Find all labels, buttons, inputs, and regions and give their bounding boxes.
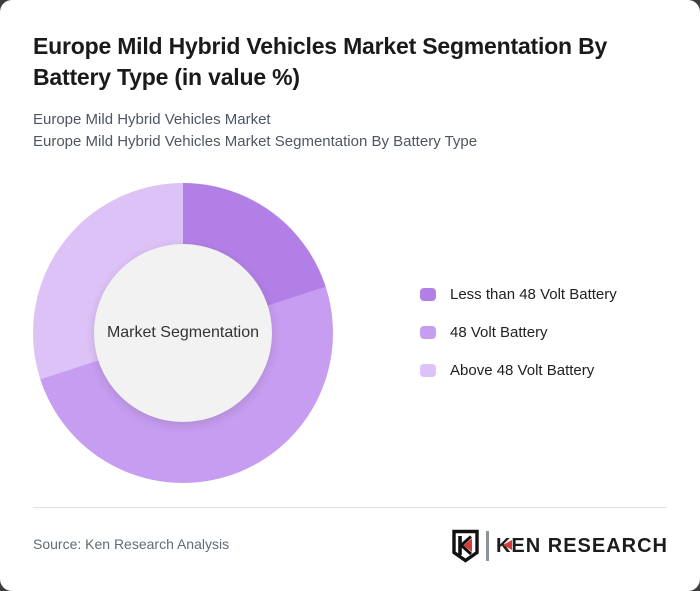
legend-swatch (420, 288, 436, 301)
logo-text: K EN RESEARCH (496, 535, 668, 558)
ken-research-shield-icon (452, 529, 479, 563)
page-title-line1: Europe Mild Hybrid Vehicles Market Segme… (33, 33, 608, 59)
legend-label: Less than 48 Volt Battery (450, 286, 617, 303)
legend-item[interactable]: Above 48 Volt Battery (420, 362, 617, 379)
page-title-line2: Battery Type (in value %) (33, 64, 300, 90)
legend-swatch (420, 326, 436, 339)
donut-center-label: Market Segmentation (106, 324, 260, 341)
logo-red-wedge-icon (502, 539, 512, 550)
donut-chart: Market Segmentation (33, 183, 333, 483)
footer-divider (33, 507, 667, 508)
legend-label: Above 48 Volt Battery (450, 362, 595, 379)
chart-subtitle: Europe Mild Hybrid Vehicles Market Europ… (33, 109, 673, 153)
chart-legend: Less than 48 Volt Battery 48 Volt Battery… (420, 286, 617, 402)
legend-item[interactable]: Less than 48 Volt Battery (420, 286, 617, 303)
logo-text-rest: EN RESEARCH (511, 534, 668, 557)
donut-hole: Market Segmentation (94, 244, 272, 422)
chart-subtitle-line1: Europe Mild Hybrid Vehicles Market (33, 111, 271, 128)
legend-swatch (420, 364, 436, 377)
logo-divider-bar (485, 531, 489, 561)
ken-research-logo: K EN RESEARCH (451, 528, 668, 564)
legend-item[interactable]: 48 Volt Battery (420, 324, 617, 341)
legend-label: 48 Volt Battery (450, 324, 548, 341)
page-title: Europe Mild Hybrid Vehicles Market Segme… (33, 31, 678, 93)
source-text: Source: Ken Research Analysis (33, 536, 230, 552)
chart-subtitle-line2: Europe Mild Hybrid Vehicles Market Segme… (33, 133, 478, 150)
logo-letter-k: K (495, 534, 512, 557)
